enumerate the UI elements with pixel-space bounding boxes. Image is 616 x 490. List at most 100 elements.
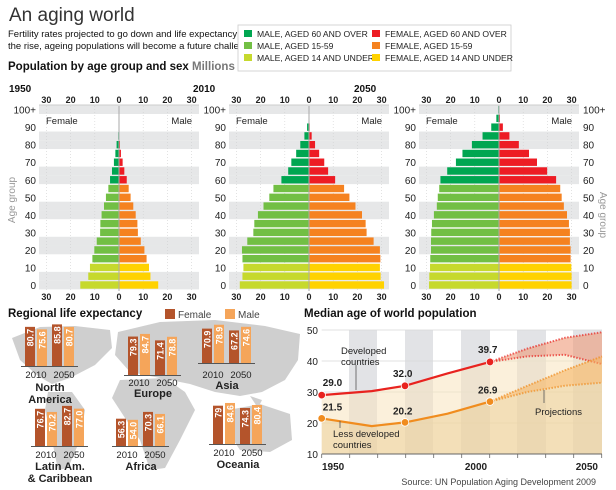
- age-tick-label: 70: [25, 158, 37, 169]
- y-tick-label: 50: [307, 326, 319, 337]
- pyramid-bar-female: [296, 149, 309, 158]
- pyramid-bar-female: [307, 123, 309, 131]
- bar-male-2050: [241, 326, 251, 363]
- pyramid-year-label: 2050: [354, 84, 377, 95]
- pyramid-bar-female: [496, 114, 499, 123]
- bar-female-2050: [155, 340, 165, 375]
- bar-male-2010: [47, 411, 57, 446]
- x-tick-label-bottom: 20: [162, 292, 172, 302]
- legend-swatch-female: [165, 309, 175, 319]
- pyramid-bar-female: [88, 272, 119, 280]
- pyramid-bar-female: [273, 184, 309, 193]
- pyramid-bar-female: [429, 281, 499, 289]
- bar-value-label: 84.7: [141, 336, 151, 354]
- pyramid-bar-female: [241, 246, 309, 254]
- bar-female-2050: [62, 405, 72, 446]
- pyramid-bar-male: [309, 263, 380, 272]
- data-point-label: 32.0: [393, 369, 413, 380]
- x-tick-label-bottom: 20: [542, 292, 552, 302]
- age-tick-label: 80: [405, 141, 417, 152]
- bar-female-2010: [202, 328, 212, 363]
- legend-item-label: MALE, AGED 60 AND OVER: [257, 29, 368, 39]
- pyramid-bar-male: [499, 272, 572, 280]
- male-side-label: Male: [171, 116, 192, 127]
- pyramid-bar-female: [436, 202, 499, 210]
- x-tick-label-top: 30: [567, 95, 577, 105]
- pyramid-bar-female: [100, 219, 119, 228]
- pyramid-bar-male: [119, 254, 147, 263]
- bar-female-2010: [25, 326, 35, 366]
- pyramid-bar-male: [309, 184, 345, 193]
- color-legend: MALE, AGED 60 AND OVER MALE, AGED 15-59 MA…: [237, 24, 513, 72]
- pyramid-bar-male: [499, 193, 562, 201]
- pyramid-year-label: 2010: [193, 84, 216, 95]
- pyramid-bar-female: [431, 219, 499, 228]
- world-map-landmass: [250, 396, 262, 408]
- pyramid-bar-female: [429, 272, 499, 280]
- y-tick-label: 10: [307, 450, 319, 461]
- x-tick-label-bottom: 20: [446, 292, 456, 302]
- annotation-less-developed: countries: [333, 440, 372, 451]
- pyramid-bar-male: [499, 263, 572, 272]
- age-tick-label: 0: [30, 281, 36, 292]
- pyramid-bar-female: [100, 228, 119, 237]
- annotation-developed: Developed: [341, 346, 386, 357]
- age-tick-label: 60: [215, 176, 227, 187]
- pyramid-bar-male: [309, 246, 380, 254]
- legend-swatch: [244, 54, 252, 61]
- age-tick-label-right: 60: [583, 176, 595, 187]
- pyramid-bar-male: [309, 202, 356, 210]
- x-tick-label-top: 10: [328, 95, 338, 105]
- year-label-2050: 2050: [156, 378, 177, 389]
- pyramid-bar-female: [247, 237, 309, 245]
- age-tick-label: 70: [405, 158, 417, 169]
- age-tick-label: 30: [405, 228, 417, 239]
- pyramid-bar-male: [309, 228, 367, 237]
- pyramid-bar-female: [437, 193, 499, 201]
- pyramid-bar-male: [499, 149, 530, 158]
- y-tick-label: 30: [307, 388, 319, 399]
- age-tick-label: 10: [25, 263, 37, 274]
- x-tick-label-bottom: 10: [90, 292, 100, 302]
- bar-female-2010: [213, 405, 223, 444]
- pyramid-year-label: 1950: [9, 84, 32, 95]
- x-tick-label-bottom: 0: [306, 292, 311, 302]
- x-tick-label-top: 0: [306, 95, 311, 105]
- data-point-label: 26.9: [478, 386, 498, 397]
- bar-value-label: 74.6: [242, 329, 252, 347]
- y-tick-label: 20: [307, 419, 319, 430]
- legend-label-male: Male: [238, 310, 260, 321]
- bar-female-2050: [143, 411, 153, 446]
- pyramid-bar-female: [291, 158, 309, 166]
- female-side-label: Female: [236, 116, 268, 127]
- region-name: North: [35, 382, 65, 394]
- x-tick-label: 2050: [576, 462, 599, 473]
- projection-line-low: [489, 381, 603, 403]
- bar-value-label: 80.7: [26, 329, 36, 347]
- age-tick-label: 70: [215, 158, 227, 169]
- age-tick-label: 50: [25, 193, 37, 204]
- year-label-2050: 2050: [63, 450, 84, 461]
- bar-female-2010: [35, 408, 45, 446]
- median-title: Median age of world population: [304, 308, 477, 320]
- data-point-label: 21.5: [323, 402, 343, 413]
- pyramid-bar-male: [499, 228, 570, 237]
- bar-value-label: 79.3: [129, 339, 139, 357]
- pyramid-bar-male: [119, 246, 145, 254]
- x-tick-label-top: 20: [66, 95, 76, 105]
- legend-item-label: MALE, AGED 14 AND UNDER: [257, 53, 374, 63]
- data-point: [400, 381, 410, 390]
- bar-male-2050: [155, 413, 165, 446]
- age-tick-label-right: 70: [583, 158, 595, 169]
- female-side-label: Female: [426, 116, 458, 127]
- age-tick-label: 10: [405, 263, 417, 274]
- age-tick-label: 40: [405, 211, 417, 222]
- male-side-label: Male: [361, 116, 382, 127]
- pyramid-bar-male: [309, 140, 316, 149]
- x-tick-label-bottom: 10: [280, 292, 290, 302]
- year-label-2010: 2010: [213, 448, 234, 459]
- x-tick-label-bottom: 0: [496, 292, 501, 302]
